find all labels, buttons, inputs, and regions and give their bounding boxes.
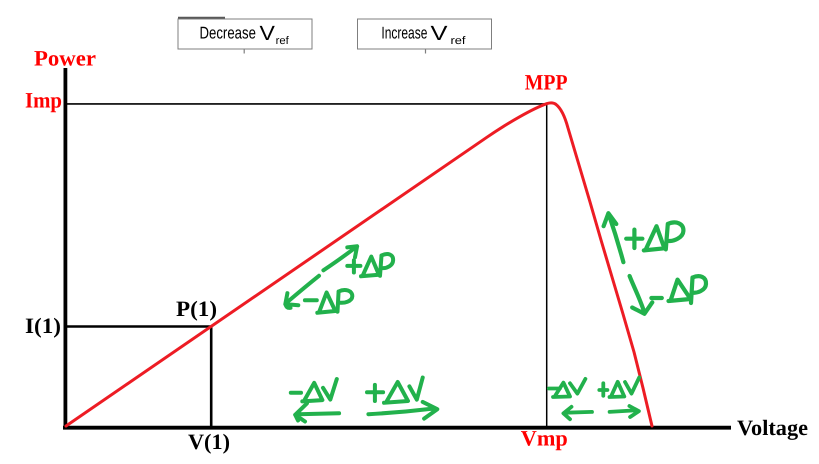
svg-text:V: V: [260, 22, 276, 45]
svg-text:MPP: MPP: [525, 69, 568, 94]
svg-text:I(1): I(1): [25, 313, 61, 338]
svg-text:Increase: Increase: [381, 24, 427, 43]
svg-text:V: V: [431, 22, 448, 45]
svg-text:ref: ref: [451, 35, 467, 47]
svg-text:Imp: Imp: [25, 88, 62, 113]
svg-text:ref: ref: [276, 35, 290, 47]
svg-text:V(1): V(1): [188, 429, 230, 454]
svg-text:P(1): P(1): [176, 296, 217, 321]
svg-text:Power: Power: [34, 46, 96, 71]
svg-text:Voltage: Voltage: [737, 415, 808, 440]
svg-text:Decrease: Decrease: [200, 24, 256, 43]
svg-text:Vmp: Vmp: [521, 426, 568, 451]
